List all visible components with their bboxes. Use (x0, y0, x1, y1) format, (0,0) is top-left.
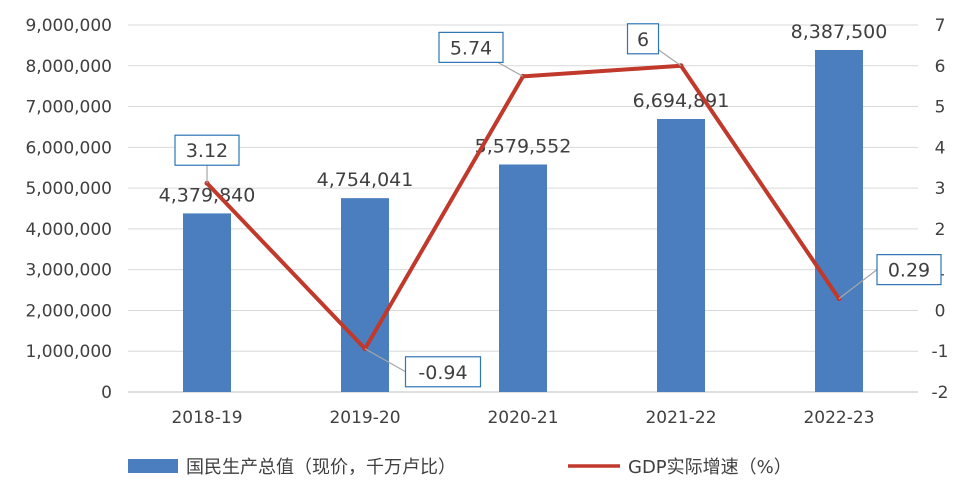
left-tick-label: 2,000,000 (25, 301, 112, 321)
left-tick-label: 3,000,000 (25, 261, 112, 281)
left-axis: 0 1,000,000 2,000,000 3,000,000 4,000,000 5,0… (25, 16, 112, 403)
bar (183, 213, 231, 392)
legend-line-label: GDP实际增速（%） (628, 457, 792, 478)
line-data-label: -0.94 (418, 362, 467, 384)
line-series: 3.12 -0.94 5.74 6 0.29 (174, 23, 942, 388)
left-tick-label: 4,000,000 (25, 220, 112, 240)
left-tick-label: 8,000,000 (25, 57, 112, 77)
bar (499, 164, 547, 392)
line-data-label: 3.12 (186, 140, 228, 162)
right-tick-label: -2 (932, 383, 949, 403)
x-tick-label: 2022-23 (803, 408, 874, 428)
x-tick-label: 2018-19 (171, 408, 242, 428)
callout-box (438, 31, 504, 63)
bar (657, 118, 705, 392)
bar-data-label: 8,387,500 (791, 21, 888, 43)
bar-data-label: 6,694,891 (633, 90, 730, 112)
callout-box (404, 356, 482, 388)
bar (815, 49, 863, 393)
right-tick-label: 0 (935, 301, 946, 321)
right-tick-label: 5 (935, 98, 946, 118)
x-axis: 2018-19 2019-20 2020-21 2021-22 2022-23 (128, 391, 918, 428)
legend: 国民生产总值（现价，千万卢比） GDP实际增速（%） (128, 457, 792, 478)
callout-box (876, 254, 942, 286)
callout-leader (838, 269, 878, 300)
left-tick-label: 5,000,000 (25, 179, 112, 199)
callout-leader (364, 348, 406, 373)
bar (341, 198, 389, 392)
bar-data-label: 5,579,552 (475, 135, 572, 157)
callout-box (626, 23, 660, 55)
right-tick-label: 2 (935, 220, 946, 240)
legend-bar-label: 国民生产总值（现价，千万卢比） (186, 457, 456, 478)
x-tick-label: 2021-22 (645, 408, 716, 428)
x-tick-label: 2019-20 (329, 408, 400, 428)
left-tick-label: 1,000,000 (25, 342, 112, 362)
right-tick-label: 4 (935, 138, 946, 158)
right-tick-label: 6 (935, 57, 946, 77)
legend-bar-swatch (128, 459, 178, 473)
bar-data-label: 4,379,840 (159, 184, 256, 206)
bar-data-label: 4,754,041 (317, 169, 414, 191)
line-data-label: 6 (637, 29, 649, 51)
left-tick-label: 6,000,000 (25, 138, 112, 158)
left-tick-label: 7,000,000 (25, 98, 112, 118)
line-data-label: 0.29 (888, 260, 930, 282)
right-axis: -2-101234567 (932, 16, 949, 403)
right-tick-label: -1 (932, 342, 949, 362)
left-tick-label: 9,000,000 (25, 16, 112, 36)
right-tick-label: 3 (935, 179, 946, 199)
right-tick-label: 7 (935, 16, 946, 36)
bar-series: 4,379,840 4,754,041 5,579,552 6,694,891 8,38… (159, 21, 888, 393)
callout-box (174, 134, 240, 166)
x-tick-label: 2020-21 (487, 408, 558, 428)
left-tick-label: 0 (101, 383, 112, 403)
line-data-label: 5.74 (450, 37, 492, 59)
